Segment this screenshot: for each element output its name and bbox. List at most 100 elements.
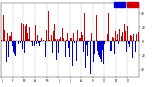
Bar bbox=[72, 41, 73, 66]
Bar bbox=[82, 35, 83, 41]
Bar bbox=[69, 41, 70, 57]
Bar bbox=[90, 41, 91, 74]
Bar bbox=[49, 40, 50, 41]
Bar bbox=[52, 41, 53, 53]
Bar bbox=[62, 28, 63, 41]
Bar bbox=[40, 41, 41, 42]
Bar bbox=[18, 41, 19, 44]
Bar bbox=[122, 32, 123, 41]
Bar bbox=[127, 26, 128, 41]
Bar bbox=[113, 38, 114, 41]
Bar bbox=[59, 39, 60, 41]
Bar bbox=[38, 41, 39, 43]
Bar bbox=[3, 15, 4, 41]
Bar bbox=[102, 41, 103, 50]
Bar bbox=[1, 40, 2, 41]
Bar bbox=[100, 41, 101, 59]
Bar bbox=[118, 41, 119, 44]
Bar bbox=[87, 41, 88, 56]
Bar bbox=[26, 24, 27, 41]
Bar bbox=[16, 35, 17, 41]
Bar bbox=[20, 41, 21, 43]
Bar bbox=[14, 41, 15, 54]
Bar bbox=[115, 31, 116, 41]
Bar bbox=[24, 41, 25, 53]
Bar bbox=[120, 31, 121, 41]
Bar bbox=[48, 11, 49, 41]
Bar bbox=[130, 35, 131, 41]
Bar bbox=[67, 33, 68, 41]
Bar bbox=[138, 32, 139, 41]
Bar bbox=[64, 41, 65, 48]
Bar bbox=[73, 33, 74, 41]
Bar bbox=[11, 32, 12, 41]
Bar bbox=[133, 34, 134, 41]
Bar bbox=[71, 38, 72, 41]
Bar bbox=[107, 34, 108, 41]
Bar bbox=[15, 41, 16, 56]
Bar bbox=[86, 41, 87, 45]
Bar bbox=[54, 24, 55, 41]
Bar bbox=[94, 41, 95, 54]
Bar bbox=[75, 41, 76, 58]
Bar bbox=[76, 41, 77, 62]
Bar bbox=[19, 32, 20, 41]
Bar bbox=[114, 2, 125, 7]
Bar bbox=[9, 36, 10, 41]
Bar bbox=[4, 30, 5, 41]
Bar bbox=[121, 36, 122, 41]
Bar bbox=[98, 41, 99, 55]
Bar bbox=[46, 30, 47, 41]
Bar bbox=[92, 38, 93, 41]
Bar bbox=[23, 24, 24, 41]
Bar bbox=[99, 41, 100, 57]
Bar bbox=[35, 25, 36, 41]
Bar bbox=[88, 41, 89, 42]
Bar bbox=[34, 41, 35, 46]
Bar bbox=[95, 39, 96, 41]
Bar bbox=[89, 15, 90, 41]
Bar bbox=[28, 39, 29, 41]
Bar bbox=[53, 31, 54, 41]
Bar bbox=[128, 41, 129, 44]
Bar bbox=[21, 23, 22, 41]
Bar bbox=[25, 26, 26, 41]
Bar bbox=[96, 15, 97, 41]
Bar bbox=[50, 41, 51, 64]
Bar bbox=[80, 37, 81, 41]
Bar bbox=[66, 40, 67, 41]
Bar bbox=[93, 41, 94, 62]
Bar bbox=[126, 41, 127, 52]
Bar bbox=[114, 41, 115, 54]
Bar bbox=[47, 21, 48, 41]
Bar bbox=[136, 34, 137, 41]
Bar bbox=[60, 37, 61, 41]
Bar bbox=[41, 38, 42, 41]
Bar bbox=[111, 41, 112, 51]
Bar bbox=[123, 11, 124, 41]
Bar bbox=[79, 38, 80, 41]
Bar bbox=[104, 41, 105, 44]
Bar bbox=[32, 41, 33, 46]
Bar bbox=[77, 30, 78, 41]
Bar bbox=[13, 41, 14, 52]
Bar bbox=[70, 38, 71, 41]
Bar bbox=[45, 41, 46, 57]
Bar bbox=[116, 40, 117, 41]
Bar bbox=[85, 41, 86, 68]
Bar bbox=[117, 34, 118, 41]
Bar bbox=[68, 41, 69, 48]
Bar bbox=[97, 41, 98, 51]
Bar bbox=[51, 35, 52, 41]
Bar bbox=[74, 41, 75, 43]
Bar bbox=[101, 41, 102, 62]
Bar bbox=[12, 41, 13, 46]
Bar bbox=[129, 41, 130, 47]
Bar bbox=[65, 41, 66, 57]
Bar bbox=[91, 33, 92, 41]
Bar bbox=[124, 24, 125, 41]
Bar bbox=[108, 13, 109, 41]
Bar bbox=[37, 35, 38, 41]
Bar bbox=[110, 41, 111, 51]
Bar bbox=[135, 41, 136, 52]
